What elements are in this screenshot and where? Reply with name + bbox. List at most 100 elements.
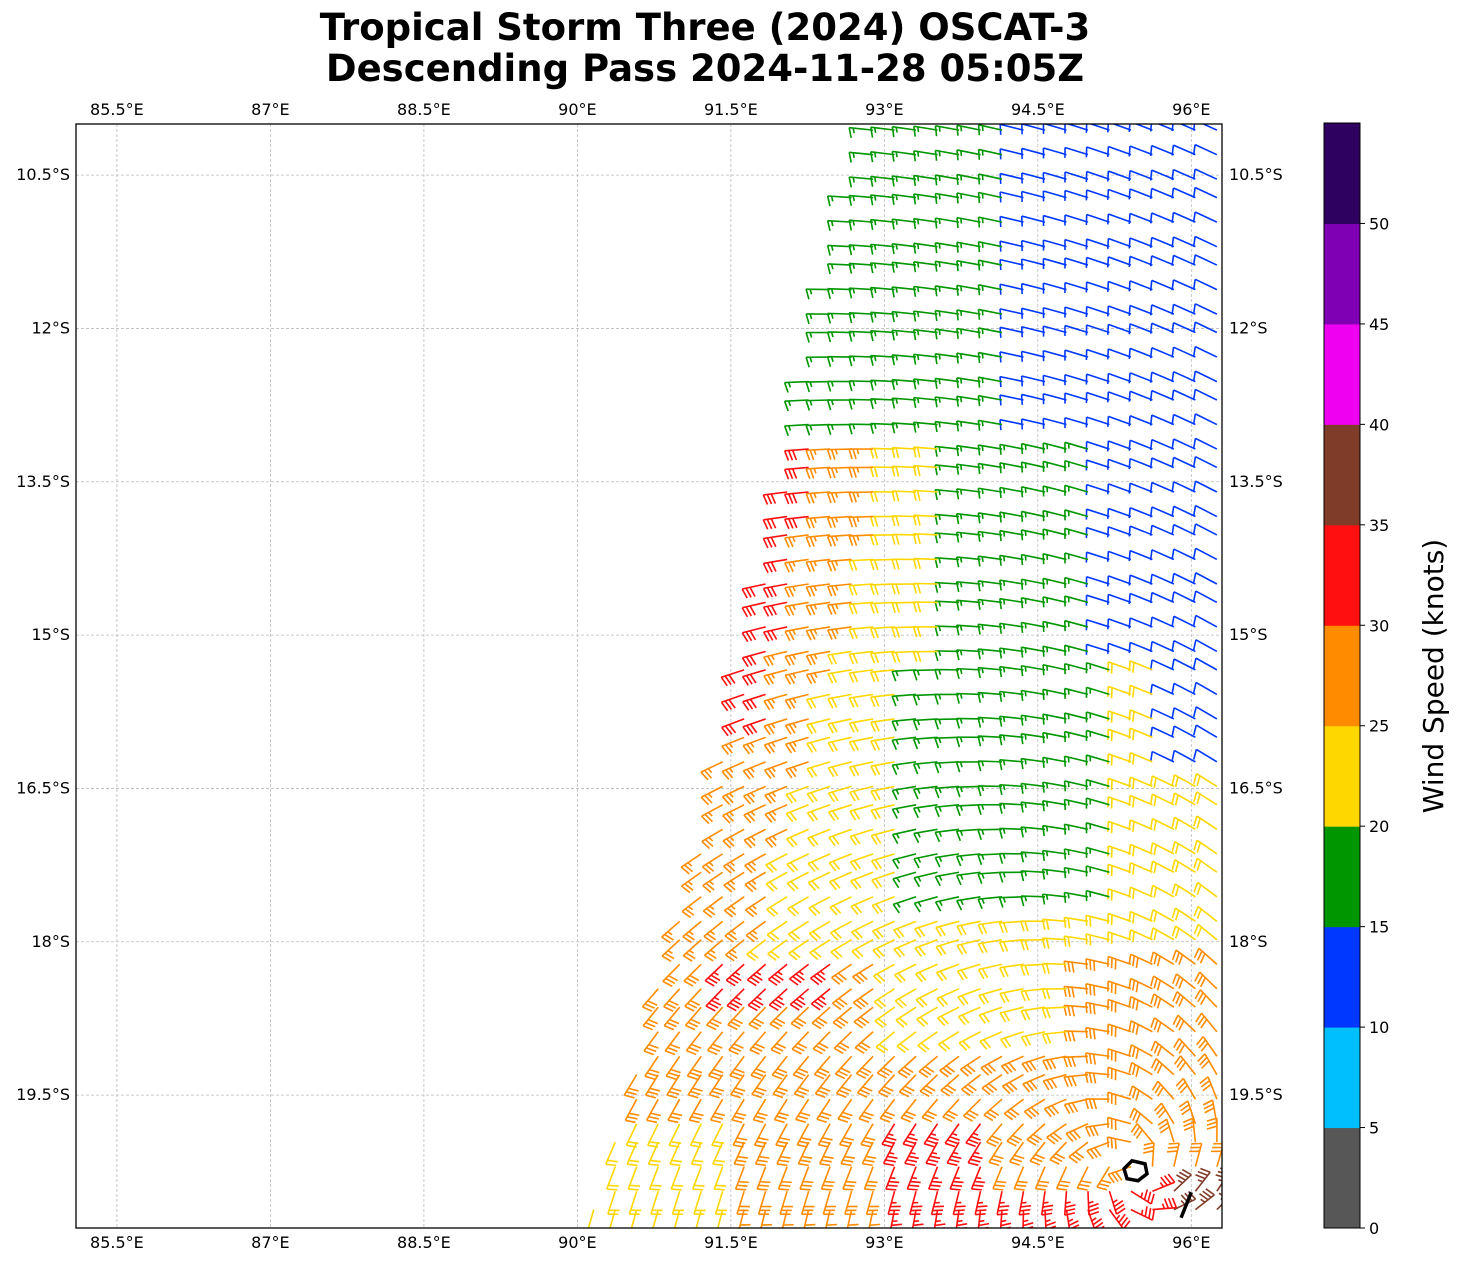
wind-barb — [1172, 1014, 1196, 1033]
wind-barb — [848, 601, 874, 615]
wind-barb — [763, 693, 788, 711]
wind-barb — [805, 288, 831, 300]
wind-barb — [1149, 255, 1175, 267]
wind-barb — [742, 693, 766, 711]
wind-barb — [747, 988, 767, 1012]
wind-barb — [1085, 729, 1110, 741]
wind-barb — [977, 555, 1003, 567]
wind-barb — [1042, 713, 1067, 725]
wind-barb — [892, 871, 917, 889]
wind-barb — [955, 871, 981, 886]
wind-barb — [999, 1006, 1024, 1023]
wind-barb — [803, 1209, 816, 1228]
wind-barb — [1020, 920, 1045, 932]
wind-barb — [826, 558, 852, 572]
wind-barb — [1042, 663, 1067, 676]
wind-barb — [965, 1123, 982, 1148]
wind-barb — [923, 1123, 939, 1148]
colorbar-tick-label: 35 — [1369, 516, 1389, 535]
wind-barb — [817, 1123, 833, 1148]
storm-center-icon — [1122, 1158, 1149, 1183]
colorbar-swatch — [1324, 625, 1360, 727]
wind-barb — [1106, 575, 1132, 587]
wind-barb — [766, 896, 788, 917]
wind-barb — [934, 513, 960, 525]
wind-barb — [805, 399, 831, 411]
wind-barb — [1000, 1030, 1024, 1049]
colorbar-tick-label: 40 — [1369, 415, 1389, 434]
wind-barb — [1020, 393, 1046, 405]
wind-barb — [1149, 616, 1175, 628]
wind-barb — [1042, 800, 1067, 812]
wind-barb — [955, 599, 981, 611]
wind-barb — [1107, 955, 1132, 970]
colorbar-swatch — [1324, 926, 1360, 1028]
wind-barb — [851, 939, 874, 960]
wind-barb — [1171, 973, 1196, 990]
wind-barb — [912, 532, 938, 545]
wind-barb — [934, 488, 960, 501]
wind-barb — [1128, 709, 1153, 722]
wind-barb — [977, 259, 1003, 271]
wind-barb — [869, 601, 895, 614]
wind-barb — [1128, 124, 1153, 132]
wind-barb — [848, 626, 874, 640]
wind-barb — [1192, 254, 1218, 266]
wind-barb — [746, 939, 767, 962]
wind-barb — [921, 1098, 939, 1123]
wind-barb — [1026, 1123, 1046, 1146]
wind-barb — [869, 669, 895, 683]
wind-barb — [784, 601, 809, 617]
wind-barb — [998, 871, 1024, 883]
wind-barb — [848, 287, 874, 299]
wind-barb — [848, 650, 874, 665]
wind-barb — [772, 1074, 788, 1099]
wind-barb — [955, 649, 981, 661]
wind-barb — [977, 963, 1003, 979]
wind-barb — [1215, 1167, 1222, 1192]
wind-barb — [661, 920, 681, 944]
wind-barb — [1150, 975, 1175, 991]
wind-barb — [979, 1030, 1003, 1050]
wind-barb — [977, 191, 1003, 203]
wind-barb — [1042, 349, 1067, 362]
wind-barb — [702, 896, 724, 918]
wind-barb — [1171, 749, 1196, 763]
wind-barb — [700, 785, 724, 806]
wind-barb — [893, 920, 917, 939]
wind-barb — [826, 331, 852, 343]
lat-tick-label-left: 10.5°S — [16, 165, 70, 184]
wind-barb — [1000, 1055, 1024, 1075]
wind-barb — [891, 718, 917, 732]
wind-barb — [809, 939, 831, 961]
wind-barb — [940, 1074, 960, 1097]
wind-barb — [957, 988, 981, 1006]
wind-barb — [1042, 1073, 1067, 1091]
wind-barb — [793, 1074, 810, 1099]
wind-barb — [1171, 481, 1196, 493]
wind-barb — [1149, 860, 1175, 874]
wind-barb — [913, 804, 938, 819]
wind-barb — [934, 149, 960, 161]
wind-barb — [1171, 254, 1196, 266]
lon-tick-label-top: 85.5°E — [90, 100, 144, 119]
wind-barb — [1001, 1073, 1024, 1095]
lon-tick-label-bottom: 91.5°E — [704, 1233, 758, 1252]
wind-barb — [827, 693, 852, 709]
wind-barb — [998, 715, 1024, 727]
wind-barb — [808, 896, 831, 917]
wind-barb — [695, 1209, 707, 1228]
wind-barb — [1034, 1166, 1050, 1191]
wind-barb — [977, 376, 1003, 388]
wind-barb — [891, 243, 917, 255]
wind-barb — [1149, 708, 1175, 720]
wind-barb — [666, 1074, 682, 1099]
wind-barb — [768, 988, 788, 1011]
wind-barb — [848, 355, 874, 367]
wind-barb — [1064, 349, 1089, 361]
wind-barb — [1171, 639, 1196, 653]
wind-barb — [1106, 280, 1132, 292]
wind-barb — [1182, 1117, 1197, 1143]
wind-barb — [891, 465, 917, 477]
wind-barb — [955, 624, 981, 636]
